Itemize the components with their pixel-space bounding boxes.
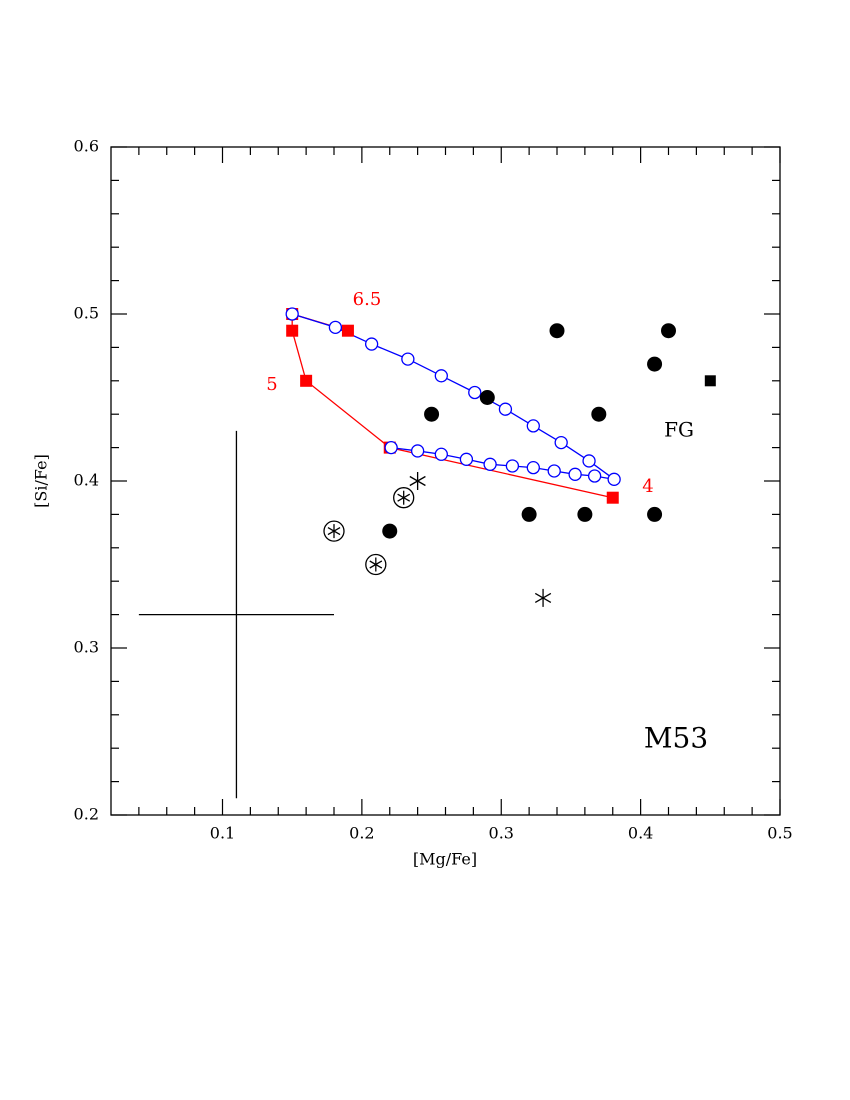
point bbox=[393, 487, 415, 509]
point bbox=[285, 307, 299, 321]
x-tick-label: 0.4 bbox=[628, 824, 653, 843]
asterisk-stroke bbox=[369, 560, 383, 569]
point bbox=[479, 390, 495, 405]
y-tick-label: 0.2 bbox=[74, 805, 99, 824]
point bbox=[286, 324, 299, 337]
point bbox=[459, 452, 474, 466]
annotation: M53 bbox=[644, 722, 708, 755]
annotation: 6.5 bbox=[353, 289, 382, 310]
point bbox=[606, 491, 619, 504]
point bbox=[582, 454, 596, 468]
asterisk-stroke bbox=[534, 592, 552, 603]
point bbox=[554, 435, 568, 450]
point bbox=[341, 324, 354, 337]
y-tick-label: 0.6 bbox=[74, 137, 99, 156]
point bbox=[300, 374, 313, 387]
point bbox=[647, 356, 663, 372]
point-ring bbox=[393, 487, 415, 509]
point bbox=[382, 523, 398, 539]
point bbox=[607, 472, 621, 486]
point bbox=[647, 506, 663, 522]
point bbox=[483, 457, 497, 471]
point bbox=[384, 440, 398, 455]
y-tick-label: 0.5 bbox=[74, 304, 99, 323]
point bbox=[365, 553, 387, 576]
x-axis-label: [Mg/Fe] bbox=[413, 850, 477, 869]
asterisk-stroke bbox=[409, 475, 426, 487]
x-tick-label: 0.5 bbox=[767, 824, 792, 843]
point bbox=[401, 352, 415, 366]
point bbox=[549, 323, 565, 339]
point bbox=[521, 506, 537, 522]
point bbox=[409, 472, 426, 490]
point bbox=[577, 506, 593, 522]
point bbox=[364, 337, 379, 351]
plot-frame bbox=[110, 146, 781, 816]
point bbox=[547, 464, 561, 478]
series-line bbox=[291, 313, 615, 480]
y-tick-label: 0.4 bbox=[74, 471, 99, 490]
point bbox=[498, 402, 513, 416]
point bbox=[323, 520, 345, 542]
y-tick-label: 0.3 bbox=[74, 638, 99, 657]
point bbox=[434, 369, 448, 383]
asterisk-stroke bbox=[327, 527, 341, 536]
point bbox=[468, 385, 482, 400]
point bbox=[328, 320, 343, 335]
y-axis-label: [Si/Fe] bbox=[32, 454, 51, 508]
point bbox=[526, 419, 540, 433]
x-tick-label: 0.3 bbox=[489, 824, 514, 843]
point bbox=[587, 469, 602, 483]
point bbox=[434, 447, 448, 461]
series-line bbox=[291, 313, 613, 499]
point bbox=[704, 375, 716, 387]
point bbox=[591, 406, 607, 422]
annotation: 4 bbox=[642, 476, 653, 497]
point bbox=[410, 444, 425, 458]
annotation: 5 bbox=[266, 374, 277, 395]
point-ring bbox=[365, 553, 387, 576]
annotation: FG bbox=[664, 418, 694, 442]
point bbox=[526, 460, 540, 475]
point bbox=[534, 588, 552, 607]
point bbox=[424, 406, 440, 422]
point bbox=[568, 467, 582, 481]
asterisk-stroke bbox=[397, 493, 411, 502]
x-tick-label: 0.1 bbox=[210, 824, 235, 843]
x-tick-label: 0.2 bbox=[349, 824, 374, 843]
point bbox=[661, 323, 676, 339]
point bbox=[505, 459, 520, 473]
point-ring bbox=[323, 520, 345, 542]
